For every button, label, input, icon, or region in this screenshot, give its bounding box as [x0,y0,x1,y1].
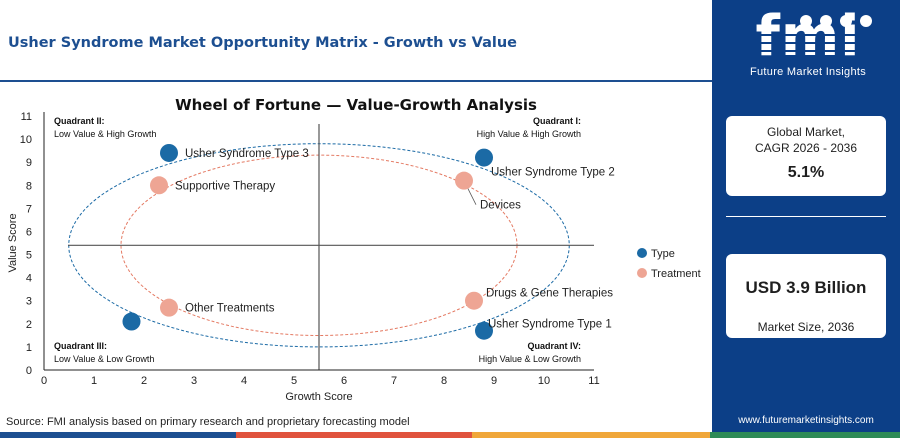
y-tick-label: 1 [26,342,32,354]
x-tick-label: 11 [588,375,599,387]
x-tick-label: 9 [491,375,497,387]
x-tick-label: 4 [241,375,247,387]
y-tick-label: 0 [26,365,32,377]
quadrant-1-desc: High Value & High Growth [477,129,581,139]
website-link[interactable]: www.futuremarketinsights.com [738,415,874,426]
point-label: Devices [480,200,521,212]
logo-icons [800,15,872,27]
y-tick-label: 9 [26,157,32,169]
treatment-point [455,171,473,190]
x-tick-label: 7 [391,375,397,387]
quadrant-4-title: Quadrant IV: [527,341,581,351]
label-leader [467,188,477,205]
legend-marker [637,268,647,278]
y-tick-label: 8 [26,180,32,192]
quadrant-3-desc: Low Value & Low Growth [54,354,154,364]
type-point [475,148,493,167]
legend-label: Treatment [651,268,701,280]
point-label: Drugs & Gene Therapies [486,288,613,300]
opportunity-matrix-chart: Wheel of Fortune — Value-Growth Analysis… [7,96,701,403]
quadrant-4-desc: High Value & Low Growth [479,354,581,364]
cagr-label-line1: Global Market, [766,125,846,139]
type-point [160,143,178,162]
cagr-label-line2: CAGR 2026 - 2036 [754,141,858,155]
treatment-point [160,298,178,317]
cagr-value: 5.1% [787,164,825,181]
legend-marker [637,248,647,258]
point-label: Other Treatments [185,303,275,315]
page-title: Usher Syndrome Market Opportunity Matrix… [8,35,517,51]
bottom-color-bar [0,432,900,438]
y-tick-label: 6 [26,226,32,238]
panel-divider [726,216,886,217]
type-point [122,312,141,331]
bottom-bar-segment [472,432,710,438]
quadrant-3-title: Quadrant III: [54,341,107,351]
legend-label: Type [651,248,675,260]
fmi-logo: fmi Future Market Insights [738,4,878,80]
logo-subtitle: Future Market Insights [749,66,867,78]
y-tick-label: 11 [21,111,32,123]
quadrant-2-desc: Low Value & High Growth [54,129,156,139]
x-tick-label: 3 [191,375,197,387]
side-panel: fmi Future Market Insights Global Market… [712,0,900,432]
point-label: Supportive Therapy [175,180,275,192]
title-rule [0,80,712,82]
y-tick-label: 7 [26,203,32,215]
treatment-point [150,176,168,195]
x-tick-label: 8 [441,375,447,387]
bottom-bar-segment [710,432,900,438]
x-tick-label: 5 [291,375,297,387]
x-tick-label: 0 [41,375,47,387]
y-tick-label: 3 [26,296,32,308]
x-tick-label: 2 [141,375,147,387]
market-size-card: USD 3.9 Billion Market Size, 2036 [726,254,886,338]
x-axis-title: Growth Score [285,391,352,403]
y-tick-label: 10 [20,134,32,146]
x-tick-label: 6 [341,375,347,387]
cagr-label: Global Market, CAGR 2026 - 2036 [726,124,886,156]
market-size-value: USD 3.9 Billion [745,278,867,297]
bottom-bar-segment [236,432,472,438]
market-size-label: Market Size, 2036 [757,320,855,334]
source-note: Source: FMI analysis based on primary re… [6,416,410,428]
x-tick-label: 1 [91,375,97,387]
quadrant-2-title: Quadrant II: [54,116,105,126]
y-tick-label: 2 [26,319,32,331]
point-label: Usher Syndrome Type 1 [488,319,612,331]
chart-title: Wheel of Fortune — Value-Growth Analysis [175,96,537,114]
cagr-card: Global Market, CAGR 2026 - 2036 5.1% [726,116,886,196]
bottom-bar-segment [0,432,236,438]
treatment-point [465,291,483,310]
x-tick-label: 10 [538,375,550,387]
point-label: Usher Syndrome Type 3 [185,148,309,160]
y-axis-title: Value Score [7,213,19,272]
type-point [475,321,493,340]
y-tick-label: 4 [26,273,32,285]
logo-stripes [738,34,878,52]
chart-area: Wheel of Fortune — Value-Growth Analysis… [0,82,712,412]
point-label: Usher Syndrome Type 2 [491,167,615,179]
quadrant-1-title: Quadrant I: [533,116,581,126]
logo-text: fmi [755,4,861,69]
y-tick-label: 5 [26,250,32,262]
